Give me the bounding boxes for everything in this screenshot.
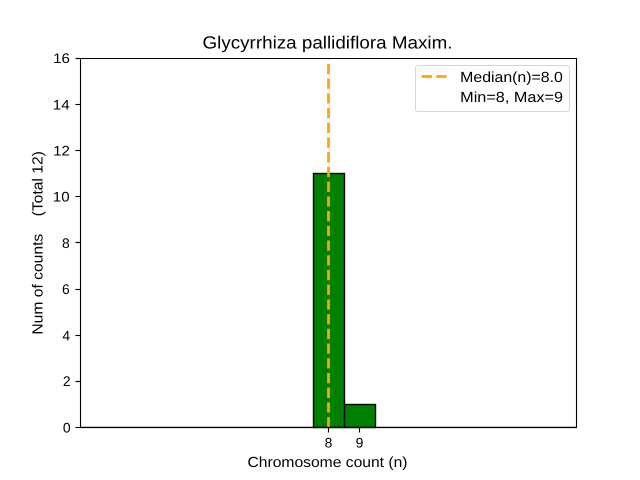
svg-text:Median(n)=8.0: Median(n)=8.0 bbox=[460, 70, 563, 86]
svg-text:8: 8 bbox=[325, 435, 333, 451]
svg-text:8: 8 bbox=[62, 235, 70, 251]
svg-text:14: 14 bbox=[53, 96, 70, 112]
svg-text:Chromosome count (n): Chromosome count (n) bbox=[248, 455, 408, 471]
svg-text:9: 9 bbox=[356, 435, 364, 451]
svg-text:2: 2 bbox=[63, 373, 71, 389]
svg-text:10: 10 bbox=[53, 189, 70, 205]
svg-text:Num of counts (Total 12): Num of counts (Total 12) bbox=[30, 151, 46, 335]
svg-text:Min=8, Max=9: Min=8, Max=9 bbox=[460, 90, 563, 106]
svg-text:16: 16 bbox=[53, 50, 70, 66]
svg-text:12: 12 bbox=[53, 143, 70, 159]
svg-text:0: 0 bbox=[63, 420, 71, 436]
svg-text:6: 6 bbox=[62, 281, 70, 297]
svg-text:4: 4 bbox=[62, 327, 70, 343]
svg-text:Glycyrrhiza pallidiflora Maxim: Glycyrrhiza pallidiflora Maxim. bbox=[203, 32, 453, 52]
